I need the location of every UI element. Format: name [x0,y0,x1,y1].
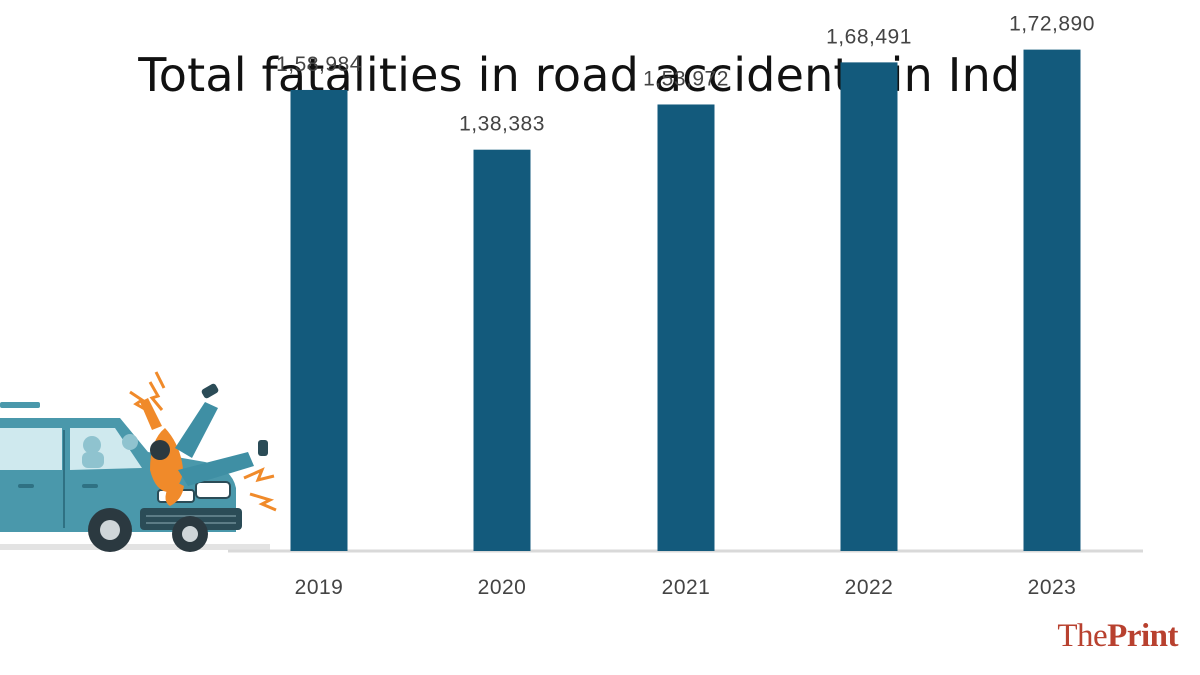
value-label-2019: 1,58,984 [276,53,362,76]
x-tick-label-2020: 2020 [478,576,527,599]
x-tick-label-2019: 2019 [295,576,344,599]
value-label-2023: 1,72,890 [1009,13,1095,36]
x-tick-label-2022: 2022 [845,576,894,599]
bar-2023 [1023,49,1081,552]
value-label-2020: 1,38,383 [459,113,545,136]
theprint-logo: ThePrint [1057,618,1178,654]
bar-2021 [657,104,715,551]
bar-2019 [290,89,348,551]
value-label-2021: 1,53,972 [643,67,729,90]
x-tick-label-2023: 2023 [1028,576,1077,599]
value-label-2022: 1,68,491 [826,25,912,48]
car-accident-illustration [0,371,277,552]
bar-2022 [840,62,898,551]
x-tick-label-2021: 2021 [662,576,711,599]
bar-2020 [473,149,531,551]
